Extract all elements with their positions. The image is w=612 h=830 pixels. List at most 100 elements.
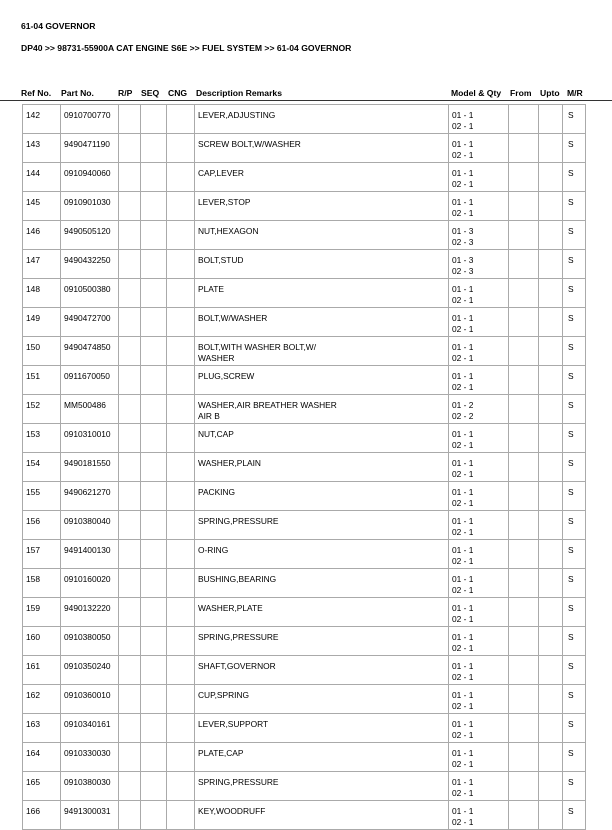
description-cell: BUSHING,BEARING <box>194 568 449 598</box>
model-qty-cell: 01 - 1 02 - 1 <box>448 481 509 511</box>
table-row: 145 0910901030 LEVER,STOP 01 - 1 02 - 1 S <box>22 191 586 221</box>
rp-cell <box>118 452 141 482</box>
upto-cell <box>538 336 563 366</box>
seq-cell <box>140 365 167 395</box>
model-qty-cell: 01 - 3 02 - 3 <box>448 220 509 250</box>
model-qty-cell: 01 - 2 02 - 2 <box>448 394 509 424</box>
description-cell: CAP,LEVER <box>194 162 449 192</box>
seq-cell <box>140 191 167 221</box>
header-upto: Upto <box>540 88 560 98</box>
description-cell: LEVER,SUPPORT <box>194 713 449 743</box>
ref-cell: 150 <box>22 336 61 366</box>
model-qty-line: 01 - 1 <box>452 429 474 439</box>
cng-cell <box>166 336 195 366</box>
ref-cell: 152 <box>22 394 61 424</box>
model-qty-line: 02 - 1 <box>452 294 474 305</box>
model-qty-cell: 01 - 1 02 - 1 <box>448 336 509 366</box>
from-cell <box>508 568 539 598</box>
upto-cell <box>538 539 563 569</box>
description-cell: LEVER,ADJUSTING <box>194 104 449 134</box>
header-from: From <box>510 88 532 98</box>
model-qty-line: 01 - 1 <box>452 313 474 323</box>
description-line: NUT,HEXAGON <box>198 226 259 236</box>
model-qty-line: 01 - 1 <box>452 342 474 352</box>
part-no-cell: 0910901030 <box>60 191 119 221</box>
rp-cell <box>118 800 141 830</box>
seq-cell <box>140 452 167 482</box>
description-line: WASHER,PLAIN <box>198 458 261 468</box>
cng-cell <box>166 742 195 772</box>
table-row: 155 9490621270 PACKING 01 - 1 02 - 1 S <box>22 481 586 511</box>
model-qty-line: 02 - 1 <box>452 468 474 479</box>
from-cell <box>508 278 539 308</box>
description-cell: CUP,SPRING <box>194 684 449 714</box>
part-no-cell: 9490471190 <box>60 133 119 163</box>
model-qty-line: 02 - 1 <box>452 178 474 189</box>
description-cell: PLATE <box>194 278 449 308</box>
description-cell: BOLT,W/WASHER <box>194 307 449 337</box>
model-qty-cell: 01 - 1 02 - 1 <box>448 365 509 395</box>
from-cell <box>508 162 539 192</box>
model-qty-line: 02 - 1 <box>452 816 474 827</box>
upto-cell <box>538 626 563 656</box>
model-qty-line: 02 - 1 <box>452 758 474 769</box>
part-no-cell: 0910330030 <box>60 742 119 772</box>
table-row: 164 0910330030 PLATE,CAP 01 - 1 02 - 1 S <box>22 742 586 772</box>
upto-cell <box>538 133 563 163</box>
model-qty-line: 01 - 1 <box>452 719 474 729</box>
description-cell: SPRING,PRESSURE <box>194 626 449 656</box>
rp-cell <box>118 597 141 627</box>
model-qty-line: 01 - 3 <box>452 226 474 236</box>
mr-cell: S <box>562 742 586 772</box>
cng-cell <box>166 394 195 424</box>
model-qty-cell: 01 - 3 02 - 3 <box>448 249 509 279</box>
description-cell: NUT,HEXAGON <box>194 220 449 250</box>
model-qty-line: 01 - 1 <box>452 748 474 758</box>
rp-cell <box>118 394 141 424</box>
table-row: 157 9491400130 O-RING 01 - 1 02 - 1 S <box>22 539 586 569</box>
model-qty-cell: 01 - 1 02 - 1 <box>448 568 509 598</box>
part-no-cell: 0910340161 <box>60 713 119 743</box>
description-line: O-RING <box>198 545 229 555</box>
ref-cell: 148 <box>22 278 61 308</box>
model-qty-cell: 01 - 1 02 - 1 <box>448 684 509 714</box>
description-cell: BOLT,WITH WASHER BOLT,W/WASHER <box>194 336 449 366</box>
description-line: BUSHING,BEARING <box>198 574 277 584</box>
mr-cell: S <box>562 684 586 714</box>
cng-cell <box>166 568 195 598</box>
upto-cell <box>538 742 563 772</box>
ref-cell: 147 <box>22 249 61 279</box>
mr-cell: S <box>562 162 586 192</box>
cng-cell <box>166 104 195 134</box>
cng-cell <box>166 481 195 511</box>
part-no-cell: 9490621270 <box>60 481 119 511</box>
ref-cell: 151 <box>22 365 61 395</box>
upto-cell <box>538 568 563 598</box>
model-qty-cell: 01 - 1 02 - 1 <box>448 307 509 337</box>
rp-cell <box>118 133 141 163</box>
model-qty-cell: 01 - 1 02 - 1 <box>448 278 509 308</box>
from-cell <box>508 713 539 743</box>
table-row: 166 9491300031 KEY,WOODRUFF 01 - 1 02 - 1 S <box>22 800 586 830</box>
header-description: Description Remarks <box>196 88 282 98</box>
table-row: 161 0910350240 SHAFT,GOVERNOR 01 - 1 02 - 1 S <box>22 655 586 685</box>
seq-cell <box>140 133 167 163</box>
seq-cell <box>140 220 167 250</box>
from-cell <box>508 423 539 453</box>
table-row: 151 0911670050 PLUG,SCREW 01 - 1 02 - 1 S <box>22 365 586 395</box>
ref-cell: 160 <box>22 626 61 656</box>
description-line: SPRING,PRESSURE <box>198 516 279 526</box>
description-line: KEY,WOODRUFF <box>198 806 266 816</box>
part-no-cell: 0911670050 <box>60 365 119 395</box>
upto-cell <box>538 220 563 250</box>
from-cell <box>508 104 539 134</box>
ref-cell: 149 <box>22 307 61 337</box>
from-cell <box>508 655 539 685</box>
upto-cell <box>538 481 563 511</box>
model-qty-line: 01 - 1 <box>452 632 474 642</box>
seq-cell <box>140 568 167 598</box>
table-row: 158 0910160020 BUSHING,BEARING 01 - 1 02 - 1… <box>22 568 586 598</box>
header-model-qty: Model & Qty <box>451 88 502 98</box>
description-cell: PLUG,SCREW <box>194 365 449 395</box>
ref-cell: 161 <box>22 655 61 685</box>
